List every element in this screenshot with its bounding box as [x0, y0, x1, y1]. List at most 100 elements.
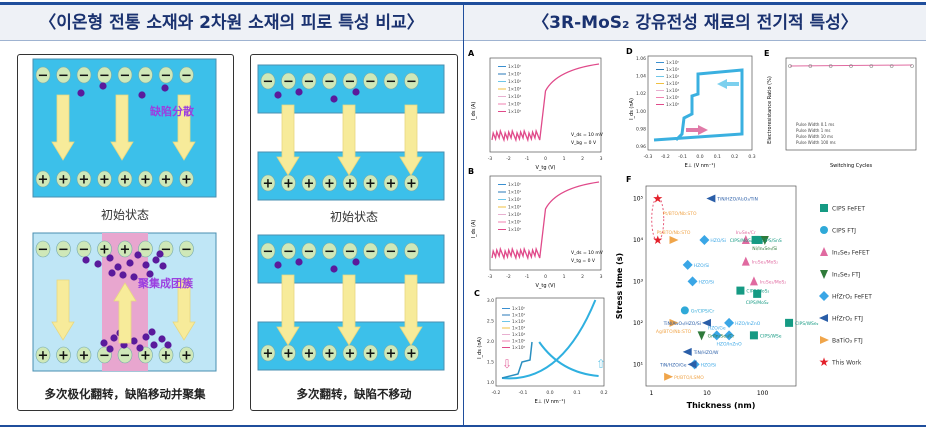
- y-axis-label: I_ds (A): [471, 220, 477, 239]
- positive-charge-icon: [281, 174, 296, 192]
- charge-sign: +: [263, 347, 274, 362]
- y-tick-label: 0.96: [636, 144, 646, 150]
- y-axis-label: I_ds (nA): [629, 98, 635, 120]
- legend-label: 1×10¹: [512, 313, 526, 318]
- legend-label: 1×10⁶: [508, 109, 522, 114]
- point-label: CIPS/MoS₂: [730, 238, 753, 244]
- data-point-diamond: [687, 276, 698, 287]
- legend-label: HfZrO₂ FeFET: [832, 294, 872, 301]
- negative-charge-icon: [35, 240, 51, 258]
- charge-sign: +: [283, 177, 294, 192]
- data-point-triangle-up: [741, 234, 750, 244]
- positive-charge-icon: [179, 346, 194, 364]
- x-tick-label: -0.2: [661, 154, 670, 160]
- legend-label: This Work: [831, 360, 862, 367]
- polarization-arrow-down-icon: [337, 104, 361, 176]
- legend-marker-triangle-left: [819, 314, 828, 322]
- x-tick-label: 0.0: [696, 154, 703, 160]
- defect-icon: [134, 251, 142, 259]
- data-point-triangle-left: [706, 194, 716, 203]
- defect-icon: [106, 345, 114, 353]
- x-tick-label: -0.2: [492, 390, 501, 396]
- transfer-curve: [491, 63, 600, 143]
- charge-sign: −: [324, 245, 335, 260]
- y-tick-label: 10⁵: [633, 195, 644, 202]
- down-arrow-icon: ⇩: [502, 357, 512, 371]
- charge-sign: +: [99, 243, 110, 258]
- negative-charge-icon: [281, 242, 296, 260]
- panel-letter: D: [626, 47, 633, 56]
- defect-icon: [110, 334, 118, 342]
- charge-sign: +: [120, 243, 131, 258]
- data-point-square: [749, 331, 758, 340]
- panel-E: E Switching Cycles Electroresistance Ratio…: [764, 49, 917, 169]
- point-label: In₂Se₃/Cr: [736, 230, 756, 236]
- charge-sign: −: [263, 245, 274, 260]
- defect-icon: [138, 91, 146, 99]
- up-arrow-icon: ⇧: [596, 357, 606, 371]
- defect-icon: [152, 256, 160, 264]
- charge-sign: −: [120, 69, 131, 84]
- charge-sign: +: [386, 347, 397, 362]
- x-tick-label: 0.2: [731, 154, 738, 160]
- panel-letter: A: [468, 49, 475, 58]
- x-tick-label: 0.0: [546, 390, 553, 396]
- cluster-label: 聚集成团簇: [137, 276, 194, 290]
- polarization-arrow-down-icon: [51, 94, 75, 161]
- legend-label: 1×10⁵: [512, 339, 526, 344]
- defect-scatter-label: 缺陷分散: [149, 104, 195, 118]
- legend-label: 1×10¹: [508, 190, 522, 195]
- bottom-border: [0, 425, 926, 427]
- positive-charge-icon: [117, 240, 133, 258]
- defect-icon: [164, 341, 172, 349]
- point-label: TiN/HZO/Ge: [659, 362, 687, 368]
- positive-charge-icon: [117, 170, 133, 188]
- legend-marker-triangle-up: [820, 247, 828, 256]
- y-axis-label: Stress time (s): [615, 253, 624, 319]
- positive-charge-icon: [281, 344, 296, 362]
- x-tick-label: 2: [581, 274, 584, 280]
- charge-sign: +: [263, 177, 274, 192]
- negative-charge-icon: [322, 242, 337, 260]
- charge-sign: −: [38, 69, 49, 84]
- legend-label: 1×10⁰: [508, 64, 522, 69]
- initial-state-label: 初始状态: [101, 208, 149, 222]
- x-tick-label: 3: [600, 156, 603, 162]
- defect-icon: [156, 250, 164, 258]
- x-tick-label: 0.2: [600, 390, 607, 396]
- polarization-arrow-up-icon: [113, 282, 137, 344]
- legend-label: Pulse Width 0.1 ms: [796, 122, 834, 127]
- negative-charge-icon: [260, 242, 276, 260]
- x-tick-label: 1: [649, 390, 653, 397]
- y-tick-label: 1.02: [636, 91, 646, 97]
- charge-sign: +: [58, 173, 69, 188]
- data-point-square: [736, 286, 745, 295]
- x-tick-label: 0.3: [748, 154, 755, 160]
- legend-label: Pulse Width 1 ms: [796, 128, 831, 133]
- legend-label: 1×10³: [666, 81, 680, 86]
- negative-charge-icon: [281, 72, 296, 90]
- charge-sign: −: [386, 75, 397, 90]
- y-tick-label: 1.0: [487, 380, 494, 386]
- legend-label: 1×10²: [508, 197, 522, 202]
- legend-label: 1×10³: [508, 87, 522, 92]
- y-tick-label: 1.06: [636, 56, 646, 62]
- charge-sign: +: [99, 173, 110, 188]
- negative-charge-icon: [158, 66, 174, 84]
- legend-label: 1×10⁴: [508, 212, 522, 217]
- polarization-arrow-down-icon: [337, 274, 361, 346]
- legend-label: 1×10⁴: [508, 94, 522, 99]
- charge-sign: −: [345, 75, 356, 90]
- x-axis-label: V_tg (V): [536, 283, 556, 289]
- plot-frame: [785, 57, 917, 151]
- negative-charge-icon: [138, 66, 153, 84]
- electrical-characteristics-figure: AV_tg (V)I_ds (A)-3 -2 -1 0 1 2 31×10⁰1×10¹1×1…: [468, 47, 917, 410]
- data-point-circle: [680, 306, 689, 315]
- defect-icon: [108, 269, 116, 277]
- point-label: HZO/Si: [699, 279, 715, 285]
- charge-sign: −: [406, 245, 417, 260]
- positive-charge-icon: [35, 346, 51, 364]
- charge-sign: +: [345, 177, 356, 192]
- legend-label: 1×10⁵: [666, 95, 680, 100]
- charge-sign: +: [38, 349, 49, 364]
